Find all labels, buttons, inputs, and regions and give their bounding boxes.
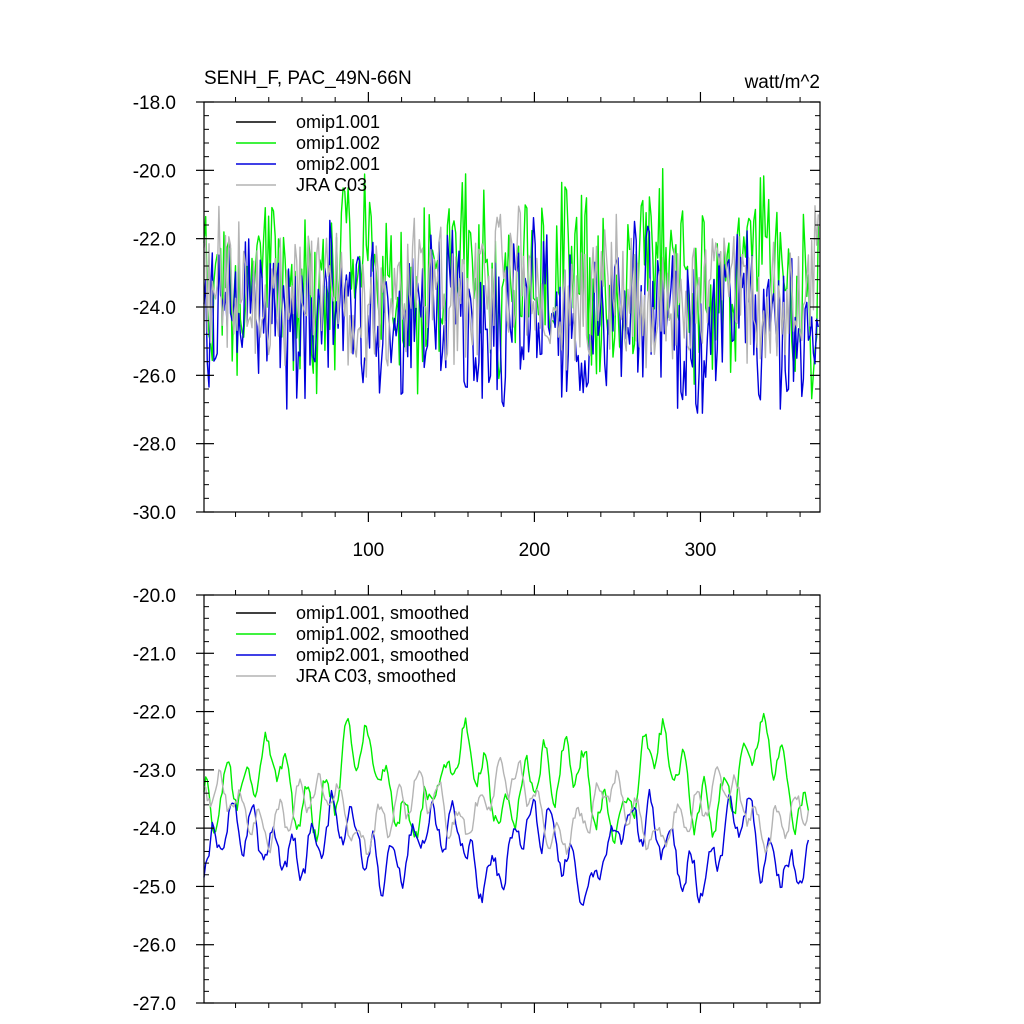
series-line-jra-c03 (203, 205, 819, 378)
y-tick-label: -20.0 (133, 161, 176, 182)
series-line-omip2-001-smoothed (203, 788, 810, 906)
y-tick-label: -21.0 (133, 644, 176, 665)
x-tick-label: 300 (685, 540, 717, 561)
y-tick-label: -24.0 (133, 298, 176, 319)
y-tick-label: -26.0 (133, 936, 176, 957)
y-tick-label: -24.0 (133, 819, 176, 840)
x-tick-label: 100 (353, 540, 385, 561)
bottom-series-group (203, 712, 810, 906)
legend-label: omip2.001, smoothed (296, 645, 469, 665)
bottom-axes: -27.0 -26.0 -25.0 -24.0 -23.0 -22.0 -21.0 -20.0 (133, 585, 821, 1015)
top-axes: -30.0 -28.0 -26.0 -24.0 -22.0 -20.0 -18.0 100 20… (133, 92, 821, 561)
legend-label: JRA C03, smoothed (296, 666, 456, 686)
y-tick-label: -20.0 (133, 586, 176, 607)
top-series-group (203, 168, 819, 414)
legend-label: omip1.001, smoothed (296, 603, 469, 623)
legend-label: omip2.001 (296, 154, 380, 174)
y-tick-label: -25.0 (133, 877, 176, 898)
x-tick-label: 200 (519, 540, 551, 561)
legend-label: JRA C03 (296, 175, 367, 195)
legend-label: omip1.002 (296, 133, 380, 153)
y-tick-label: -27.0 (133, 994, 176, 1015)
series-line-omip2-001 (203, 217, 819, 414)
top-panel-units: watt/m^2 (744, 72, 820, 93)
y-tick-label: -28.0 (133, 435, 176, 456)
top-panel: SENH_F, PAC_49N-66N watt/m^2 -30.0-28.0-… (133, 68, 821, 561)
y-tick-label: -30.0 (133, 503, 176, 524)
bottom-panel: -27.0 -26.0 -25.0 -24.0 -23.0 -22.0 -21.0 -20.0… (133, 585, 821, 1015)
y-tick-label: -22.0 (133, 703, 176, 724)
series-line-omip1-002-smoothed (203, 712, 810, 844)
y-tick-label: -26.0 (133, 366, 176, 387)
plot-frame (203, 594, 821, 1004)
y-tick-label: -22.0 (133, 230, 176, 251)
y-tick-label: -18.0 (133, 93, 176, 114)
series-line-jra-c03-smoothed (203, 756, 810, 855)
legend-label: omip1.002, smoothed (296, 624, 469, 644)
top-panel-title: SENH_F, PAC_49N-66N (204, 68, 412, 89)
legend-label: omip1.001 (296, 112, 380, 132)
y-tick-label: -23.0 (133, 761, 176, 782)
